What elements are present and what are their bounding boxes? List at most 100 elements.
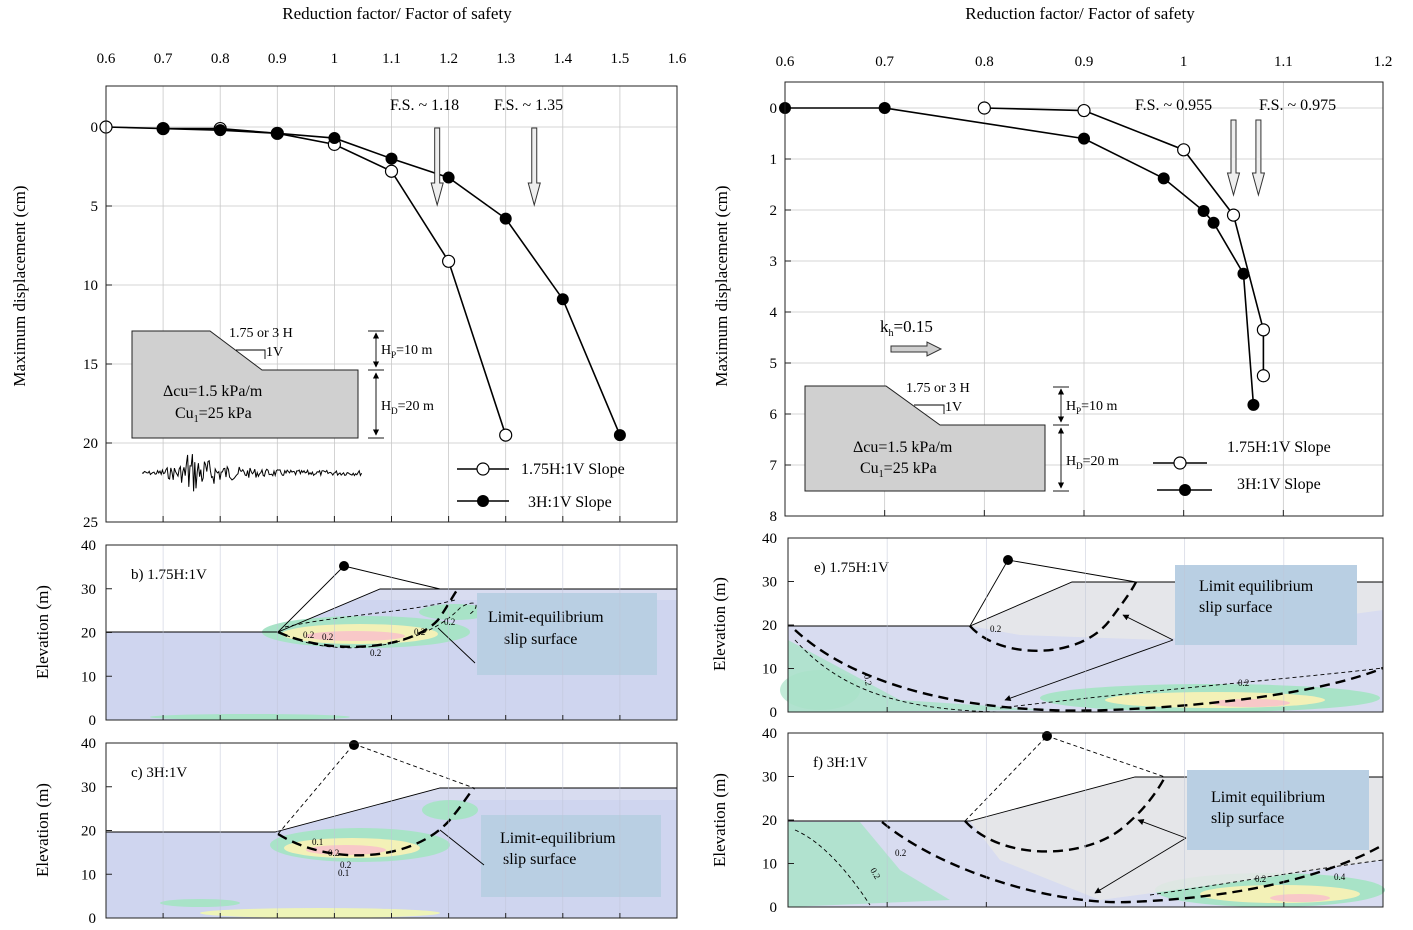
y-tick-label: 30 bbox=[762, 770, 777, 786]
x-tick-label: 0.9 bbox=[268, 51, 287, 67]
panel-e: Limit equilibrium slip surface e) 1.75H:… bbox=[710, 531, 1384, 721]
left-fs-arrows bbox=[430, 127, 541, 207]
y-tick-label: 10 bbox=[83, 278, 98, 294]
right-legend-label-2: 3H:1V Slope bbox=[1237, 476, 1321, 493]
panel-c-slip-surface bbox=[277, 787, 475, 857]
left-series bbox=[99, 120, 626, 442]
data-point-open bbox=[499, 428, 513, 442]
right-fs-arrows bbox=[1226, 119, 1266, 197]
panel-c-ylabel: Elevation (m) bbox=[33, 783, 52, 877]
right-series bbox=[779, 101, 1271, 411]
inset-hd: HD=20 m bbox=[381, 399, 434, 416]
data-point-open bbox=[442, 254, 456, 268]
inset-hp: HP=10 m bbox=[381, 343, 433, 360]
legend-filled-marker bbox=[477, 495, 489, 507]
slope-shape bbox=[131, 330, 359, 439]
contour-label: 0.2 bbox=[370, 648, 381, 658]
y-tick-label: 30 bbox=[762, 575, 777, 591]
input-motion-trace bbox=[141, 454, 363, 492]
panel-f-slip-surface-shallow bbox=[964, 776, 1167, 853]
fs-down-arrow-icon bbox=[1251, 119, 1266, 197]
series-line bbox=[984, 107, 1265, 376]
legend-open-marker bbox=[476, 462, 490, 476]
x-tick-label: 0.8 bbox=[211, 51, 230, 67]
contour-label: 0.2 bbox=[1255, 874, 1266, 884]
left-tick-labels: 0.6 0.7 0.8 0.9 1 1.1 1.2 1.3 1.4 1.5 1.6 0 5 10 15 20 2… bbox=[83, 51, 687, 531]
contour-label: 0.4 bbox=[1334, 872, 1346, 882]
panel-e-ylabel: Elevation (m) bbox=[710, 577, 729, 671]
y-tick-label: 1 bbox=[770, 152, 778, 168]
x-tick-label: 0.6 bbox=[97, 51, 116, 67]
left-legend: 1.75H:1V Slope 3H:1V Slope bbox=[457, 461, 625, 511]
y-tick-label: 0 bbox=[770, 900, 778, 916]
right-fs-annotation-1: F.S. ~ 0.955 bbox=[1135, 97, 1212, 114]
inset-label-v: 1V bbox=[266, 345, 283, 360]
x-tick-label: 0.7 bbox=[875, 54, 894, 70]
y-tick-label: 0 bbox=[89, 713, 97, 729]
right-ylabel: Maximum displacement (cm) bbox=[712, 185, 731, 386]
data-point-filled bbox=[271, 127, 284, 140]
inset-cu: Cu1=25 kPa bbox=[860, 460, 937, 480]
data-point-open bbox=[1256, 369, 1271, 383]
chart-left-top: Reduction factor/ Factor of safety Maxim… bbox=[10, 4, 687, 531]
left-title: Reduction factor/ Factor of safety bbox=[282, 4, 512, 23]
y-tick-label: 0 bbox=[91, 120, 99, 136]
panel-c-box-line-2: slip surface bbox=[503, 851, 576, 868]
y-tick-label: 6 bbox=[770, 407, 778, 423]
y-tick-label: 10 bbox=[81, 669, 96, 685]
y-tick-label: 20 bbox=[81, 626, 96, 642]
panel-f-axis: 0 10 20 30 40 bbox=[762, 726, 1285, 916]
x-tick-label: 1.3 bbox=[496, 51, 515, 67]
slope-ratio-mark bbox=[236, 349, 266, 359]
data-point-filled bbox=[1247, 398, 1260, 411]
y-tick-label: 40 bbox=[81, 736, 96, 752]
y-tick-label: 30 bbox=[81, 582, 96, 598]
right-slope-inset: 1.75 or 3 H 1V Δcu=1.5 kPa/m Cu1=25 kPa … bbox=[804, 381, 1119, 492]
fs-down-arrow-icon bbox=[527, 127, 541, 207]
data-point-filled bbox=[1157, 172, 1170, 185]
data-point-filled bbox=[556, 293, 569, 306]
panel-e-box-line-1: Limit equilibrium bbox=[1199, 578, 1314, 595]
contour-label: 0.2 bbox=[444, 617, 455, 627]
panel-e-box-line-2: slip surface bbox=[1199, 599, 1272, 616]
x-tick-label: 1 bbox=[1180, 54, 1188, 70]
panel-c-axis: 0 10 20 30 40 bbox=[81, 736, 621, 927]
y-tick-label: 15 bbox=[83, 357, 98, 373]
panel-c-label-box bbox=[481, 815, 661, 897]
x-tick-label: 1.1 bbox=[1274, 54, 1293, 70]
y-tick-label: 20 bbox=[81, 824, 96, 840]
x-tick-label: 0.8 bbox=[975, 54, 994, 70]
panel-b-box-line-1: Limit-equilibrium bbox=[488, 609, 604, 626]
fs-down-arrow-icon bbox=[1226, 119, 1241, 197]
right-title: Reduction factor/ Factor of safety bbox=[965, 4, 1195, 23]
inset-hd: HD=20 m bbox=[1066, 454, 1119, 471]
panel-e-axis: 0 10 20 30 40 bbox=[762, 531, 1285, 721]
slope-ratio-mark bbox=[914, 404, 945, 414]
y-tick-label: 7 bbox=[770, 458, 778, 474]
y-tick-label: 10 bbox=[762, 662, 777, 678]
x-tick-label: 1.2 bbox=[439, 51, 458, 67]
x-tick-label: 1.6 bbox=[668, 51, 687, 67]
inset-label-top: 1.75 or 3 H bbox=[906, 381, 970, 396]
legend-open-marker bbox=[1173, 456, 1187, 470]
x-tick-label: 1.4 bbox=[553, 51, 572, 67]
y-tick-label: 3 bbox=[770, 254, 778, 270]
contour-label: 0.2 bbox=[322, 632, 333, 642]
y-tick-label: 40 bbox=[81, 538, 96, 554]
x-tick-label: 0.6 bbox=[776, 54, 795, 70]
data-point-filled bbox=[878, 102, 891, 114]
panel-b-ylabel: Elevation (m) bbox=[33, 585, 52, 679]
inset-label-top: 1.75 or 3 H bbox=[229, 326, 293, 341]
contour-label: 0.1 bbox=[338, 868, 349, 878]
panel-c-box-line-1: Limit-equilibrium bbox=[500, 830, 616, 847]
panel-c: Limit-equilibrium slip surface c) 3H:1V … bbox=[33, 736, 678, 927]
right-legend: 1.75H:1V Slope 3H:1V Slope bbox=[1153, 439, 1331, 496]
data-point-open bbox=[384, 164, 399, 178]
panel-e-slip-surface-deep bbox=[794, 629, 1384, 712]
data-point-filled bbox=[385, 152, 398, 165]
panel-e-slip-center bbox=[1003, 555, 1013, 565]
x-tick-label: 1.1 bbox=[382, 51, 401, 67]
data-point-filled bbox=[214, 124, 227, 137]
left-legend-label-2: 3H:1V Slope bbox=[528, 494, 612, 511]
